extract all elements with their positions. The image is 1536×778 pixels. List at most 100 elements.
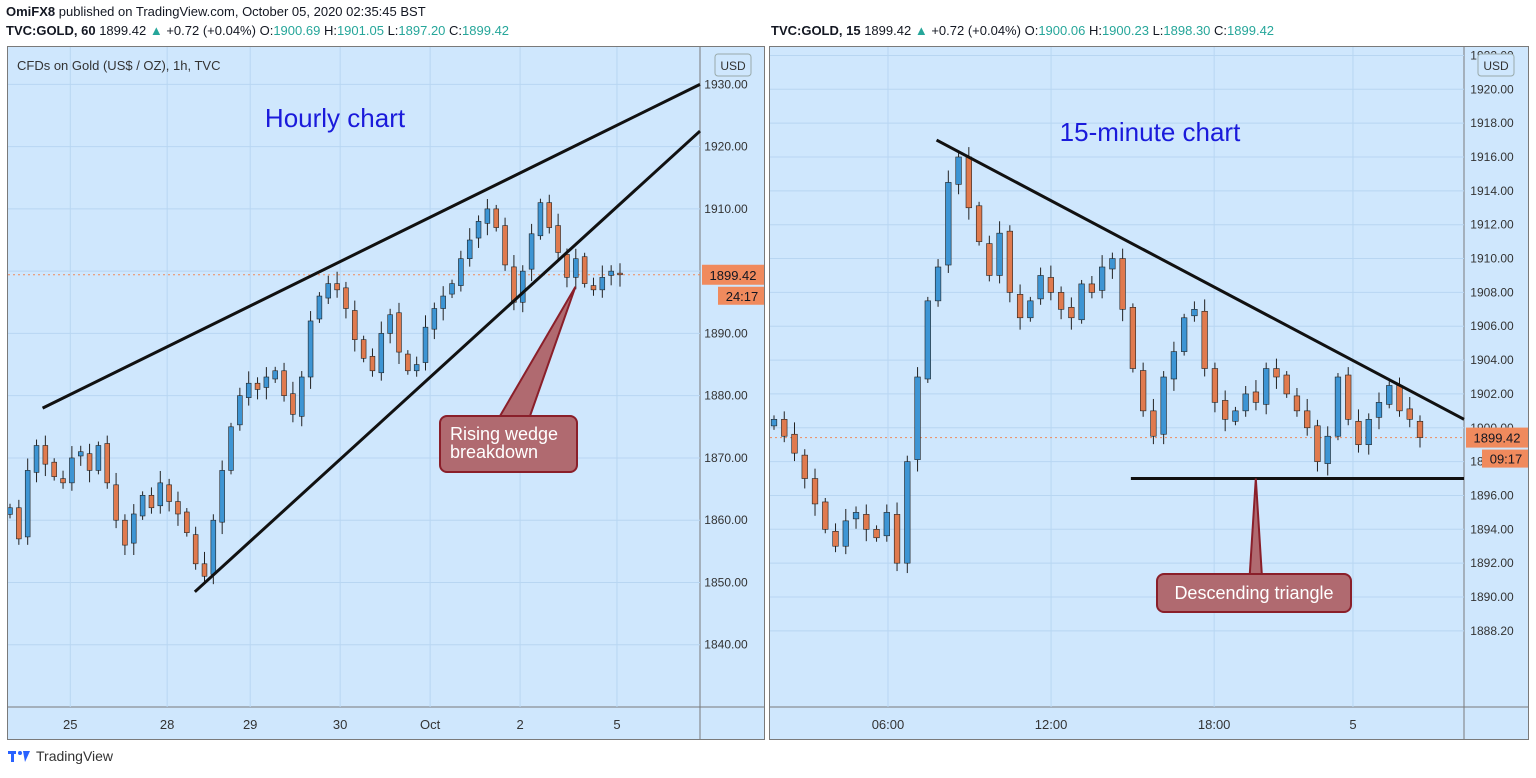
y-tick-label: 1920.00 <box>704 140 748 154</box>
fifteen-minute-chart[interactable]: 1888.201890.001892.001894.001896.001898.… <box>770 47 1530 739</box>
candle-body <box>493 208 499 228</box>
candle-body <box>42 445 49 465</box>
candle-body <box>520 270 526 303</box>
candle-body <box>1057 292 1065 310</box>
candle-body <box>422 326 429 363</box>
y-tick-label: 1850.00 <box>704 575 748 589</box>
candle-body <box>986 243 993 276</box>
candle-body <box>1119 258 1126 310</box>
candle-body <box>599 277 606 291</box>
candle-body <box>546 202 553 228</box>
candle-body <box>254 382 261 390</box>
candle-body <box>511 266 517 303</box>
candle-body <box>219 470 225 523</box>
candle-body <box>281 370 287 396</box>
y-tick-label: 1910.00 <box>1470 252 1514 266</box>
currency-box[interactable] <box>1477 53 1515 77</box>
y-tick-label: 1912.00 <box>1470 218 1514 232</box>
candle-body <box>1222 400 1229 420</box>
candle-body <box>822 501 829 530</box>
candle-body <box>1170 351 1178 380</box>
right-low: 1898.30 <box>1163 23 1211 38</box>
candle-body <box>1314 425 1321 462</box>
candle-body <box>1027 300 1034 319</box>
y-tick-label: 1908.00 <box>1470 285 1514 299</box>
candle-body <box>343 287 349 309</box>
wedge-lower-trendline <box>193 129 702 593</box>
candle-body <box>1078 283 1085 321</box>
candle-body <box>1334 376 1342 437</box>
candle-body <box>272 370 278 380</box>
candle-body <box>228 426 234 471</box>
candle-body <box>113 484 119 521</box>
hourly-chart-panel[interactable]: 1840.00 1850.00 1860.00 1870.00 1880.00 1890.… <box>7 46 766 740</box>
candle-body <box>1160 376 1167 435</box>
candle-body <box>16 507 22 540</box>
candle-body <box>104 443 110 484</box>
candle-body <box>290 393 296 415</box>
candle-body <box>484 208 491 224</box>
candle-body <box>1263 368 1270 405</box>
candle-body <box>405 353 411 372</box>
x-tick-label: 5 <box>1349 717 1356 732</box>
y-tick-label: 1930.00 <box>704 77 748 91</box>
candle-body <box>1150 410 1157 437</box>
candle-body <box>1088 283 1095 293</box>
candle-body <box>458 258 464 286</box>
left-low: 1897.20 <box>398 23 446 38</box>
candle-body <box>237 395 243 426</box>
candle-body <box>360 339 367 359</box>
fifteen-minute-chart-panel[interactable]: 1888.201890.001892.001894.001896.001898.… <box>769 46 1530 740</box>
candle-body <box>873 529 880 539</box>
candle-body <box>893 514 901 564</box>
candle-body <box>1406 408 1413 420</box>
candle-body <box>1099 266 1106 291</box>
candle-body <box>528 233 535 270</box>
y-tick-label: 1890.00 <box>704 326 748 340</box>
candle-body <box>7 507 13 515</box>
candle-body <box>299 376 305 417</box>
callout-box <box>1156 573 1352 613</box>
x-tick-label: 29 <box>243 717 257 732</box>
right-o-label: O: <box>1024 23 1039 38</box>
candle-body <box>1006 230 1013 293</box>
x-tick-label: 2 <box>516 717 523 732</box>
right-h-label: H: <box>1088 23 1102 38</box>
callout-pointer <box>498 286 577 417</box>
callout-text-line-1: Rising wedge <box>450 424 558 444</box>
callout-pointer <box>1248 478 1263 575</box>
candle-body <box>801 454 808 479</box>
candle-body <box>95 445 102 471</box>
hourly-chart[interactable]: 1840.00 1850.00 1860.00 1870.00 1880.00 1890.… <box>7 47 766 739</box>
candle-body <box>1140 370 1147 412</box>
left-o-label: O: <box>259 23 274 38</box>
currency-box[interactable] <box>714 53 752 77</box>
candle-body <box>440 295 446 309</box>
left-change: +0.72 (+0.04%) <box>166 23 256 38</box>
candle-body <box>449 283 455 295</box>
candle-body <box>413 364 420 372</box>
candle-body <box>945 182 952 266</box>
candle-body <box>396 312 402 353</box>
price-tag-value: 1899.42 <box>710 268 757 283</box>
footer-brand[interactable]: TradingView <box>8 748 113 764</box>
candle-body <box>965 156 972 209</box>
author-name[interactable]: OmiFX8 <box>6 4 56 19</box>
candle-body <box>1416 420 1424 438</box>
publish-text: published on TradingView.com, October 05… <box>58 4 426 19</box>
y-tick-label: 1914.00 <box>1470 184 1514 198</box>
x-tick-label: 06:00 <box>872 717 905 732</box>
left-ticker: TVC:GOLD, 60 <box>6 23 96 38</box>
x-tick-label: 25 <box>63 717 77 732</box>
candle-body <box>166 484 172 502</box>
right-close: 1899.42 <box>1227 23 1275 38</box>
x-tick-label: Oct <box>420 717 441 732</box>
candle-body <box>590 285 597 291</box>
y-tick-label: 1920.00 <box>1470 82 1514 96</box>
chart-title: Hourly chart <box>265 103 406 133</box>
candle-body <box>1365 419 1372 445</box>
candle-body <box>475 221 482 239</box>
price-tag <box>1466 427 1528 448</box>
candle-body <box>1047 277 1054 293</box>
y-tick-label: 1840.00 <box>704 638 748 652</box>
